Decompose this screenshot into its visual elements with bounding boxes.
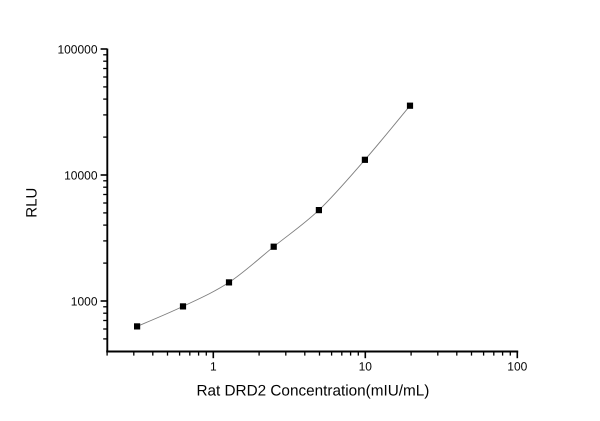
svg-text:RLU: RLU [24, 188, 41, 218]
svg-text:100: 100 [507, 360, 527, 374]
svg-text:10: 10 [359, 360, 373, 374]
svg-text:Rat DRD2 Concentration(mIU/mL): Rat DRD2 Concentration(mIU/mL) [196, 383, 429, 400]
svg-text:10000: 10000 [64, 168, 98, 182]
svg-text:1000: 1000 [71, 294, 98, 308]
svg-text:100000: 100000 [57, 42, 97, 56]
svg-text:1: 1 [210, 360, 217, 374]
